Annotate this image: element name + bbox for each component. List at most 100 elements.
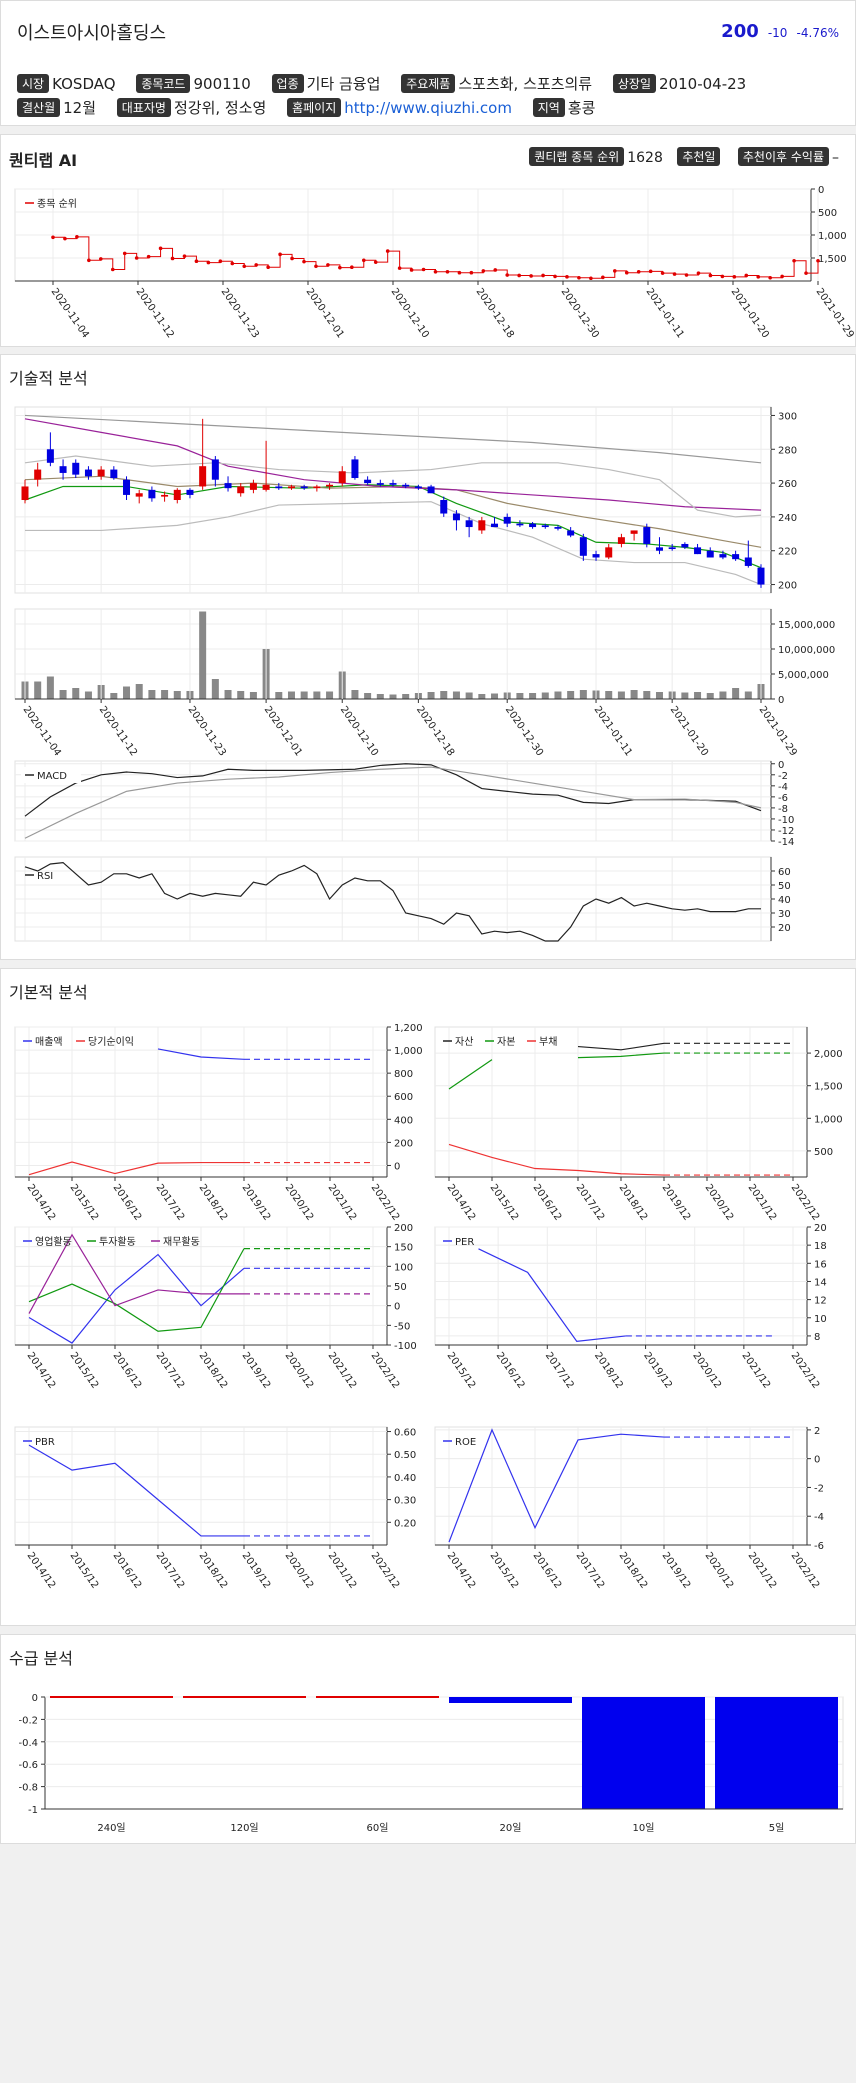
- rank-y-tick-label: 0: [818, 185, 824, 196]
- volume-x-tick-label: 2021-01-20: [668, 704, 710, 758]
- volume-bar: [427, 692, 435, 699]
- price-y-tick-label: 240: [778, 513, 797, 524]
- per-y-tick-label: 8: [814, 1332, 820, 1343]
- ai-title: 퀀티랩 AI: [9, 151, 78, 170]
- balance-x-tick-label: 2019/12: [660, 1182, 693, 1222]
- per-y-tick-label: 20: [814, 1223, 827, 1234]
- revenue-y-tick-label: 600: [394, 1092, 413, 1103]
- candle-body: [59, 466, 67, 473]
- candle-body: [719, 554, 727, 558]
- volume-bar: [249, 692, 257, 699]
- candle-body: [313, 486, 321, 489]
- candle-body: [757, 567, 765, 585]
- balance-y-tick-label: 500: [814, 1147, 833, 1158]
- pbr-y-tick-label: 0.60: [394, 1428, 416, 1439]
- rank-x-tick-label: 2020-11-12: [134, 286, 176, 340]
- volume-bar: [110, 693, 118, 699]
- volume-bar: [694, 692, 702, 699]
- cashflow-x-tick-label: 2014/12: [25, 1350, 58, 1390]
- candle-body: [364, 479, 372, 484]
- rsi-y-tick-label: 40: [778, 895, 791, 906]
- supply-title: 수급 분석: [9, 1649, 73, 1668]
- per-x-tick-label: 2021/12: [739, 1350, 772, 1390]
- cashflow-legend-label: 영업활동: [35, 1235, 72, 1248]
- rank-x-tick-label: 2020-12-01: [304, 286, 346, 340]
- sector-value: 기타 금융업: [306, 75, 381, 93]
- candle-body: [46, 449, 54, 463]
- supply-y-tick-label: -0.4: [18, 1738, 38, 1749]
- supply-bar: [183, 1696, 306, 1698]
- supply-x-tick-label: 120일: [230, 1822, 258, 1834]
- volume-bar: [287, 691, 295, 699]
- balance-series-line: [448, 1052, 665, 1090]
- rank-x-tick-label: 2021-01-11: [644, 286, 686, 340]
- rank-value: 1628: [627, 150, 663, 166]
- pbr-x-tick-label: 2017/12: [154, 1550, 187, 1590]
- supply-chart: 0 -0.2 -0.4 -0.6 -0.8 -1 240일 120일 60일 20일 10일 5일: [18, 1693, 844, 1834]
- volume-bar: [617, 691, 625, 699]
- candle-body: [465, 520, 473, 528]
- candle-body: [643, 527, 651, 544]
- tag-market: 시장: [17, 74, 50, 93]
- macd-macd-line: [24, 763, 762, 817]
- cashflow-x-tick-label: 2016/12: [111, 1350, 144, 1390]
- candle-body: [275, 486, 283, 489]
- revenue-x-tick-label: 2020/12: [283, 1182, 316, 1222]
- pbr-x-tick-label: 2022/12: [369, 1550, 402, 1590]
- cashflow-series-line: [28, 1253, 245, 1344]
- candle-body: [567, 530, 575, 536]
- cashflow-y-tick-label: 200: [394, 1223, 413, 1234]
- macd-legend-label: MACD: [37, 771, 67, 782]
- candle-body: [326, 484, 334, 487]
- candle-body: [579, 537, 587, 556]
- price-y-tick-label: 200: [778, 581, 797, 592]
- price-change: -10: [767, 26, 788, 40]
- cashflow-y-tick-label: -50: [394, 1321, 410, 1332]
- candle-body: [427, 486, 435, 494]
- volume-x-tick-label: 2020-11-12: [97, 704, 139, 758]
- revenue-x-tick-label: 2021/12: [326, 1182, 359, 1222]
- tag-region: 지역: [532, 98, 565, 117]
- supply-y-tick-label: -0.8: [18, 1783, 38, 1794]
- macd-plot-area: [14, 760, 772, 842]
- pbr-y-tick-label: 0.50: [394, 1450, 416, 1461]
- volume-y-tick-label: 0: [778, 695, 784, 706]
- rank-y-tick-label: 1,000: [818, 231, 847, 242]
- per-x-tick-label: 2018/12: [592, 1350, 625, 1390]
- fundamental-chart: 2014/12 2015/12 2016/12 2017/12 2018/12 2019/…: [14, 1023, 843, 1591]
- candle-body: [605, 547, 613, 558]
- supply-y-tick-label: -0.2: [18, 1715, 38, 1726]
- cashflow-series-line: [28, 1248, 245, 1332]
- rank-x-tick-label: 2020-12-30: [559, 286, 601, 340]
- revenue-x-tick-label: 2015/12: [68, 1182, 101, 1222]
- volume-bar: [199, 611, 207, 699]
- stock-name: 이스트아시아홀딩스: [17, 23, 167, 44]
- per-legend-label: PER: [455, 1237, 474, 1248]
- tag-rec-date: 추천일: [677, 147, 721, 166]
- rank-x-tick-label: 2020-11-23: [219, 286, 261, 340]
- pbr-x-tick-label: 2015/12: [68, 1550, 101, 1590]
- price-block: 200 -10 -4.76%: [721, 21, 839, 42]
- volume-bar: [554, 691, 562, 699]
- volume-bar: [452, 691, 460, 699]
- rank-legend-label: 종목 순위: [37, 197, 77, 210]
- roe-y-tick-label: -6: [814, 1541, 824, 1552]
- price-ma60-line: [24, 418, 762, 511]
- homepage-link[interactable]: http://www.qiuzhi.com: [344, 99, 512, 117]
- volume-bar: [84, 691, 92, 699]
- macd-y-tick-label: -2: [778, 771, 788, 782]
- candle-body: [541, 525, 549, 528]
- per-x-tick-label: 2016/12: [494, 1350, 527, 1390]
- supply-bar: [582, 1697, 705, 1809]
- balance-y-tick-label: 1,000: [814, 1114, 843, 1125]
- macd-y-tick-label: -4: [778, 782, 788, 793]
- tag-homepage: 홈페이지: [287, 98, 342, 117]
- volume-x-tick-label: 2020-12-18: [414, 704, 456, 758]
- roe-x-tick-label: 2022/12: [789, 1550, 822, 1590]
- per-x-tick-label: 2015/12: [445, 1350, 478, 1390]
- volume-bar: [567, 691, 575, 699]
- volume-bar: [173, 691, 181, 699]
- pbr-y-tick-label: 0.40: [394, 1473, 416, 1484]
- tag-rank: 퀀티랩 종목 순위: [529, 147, 625, 166]
- balance-x-tick-label: 2016/12: [531, 1182, 564, 1222]
